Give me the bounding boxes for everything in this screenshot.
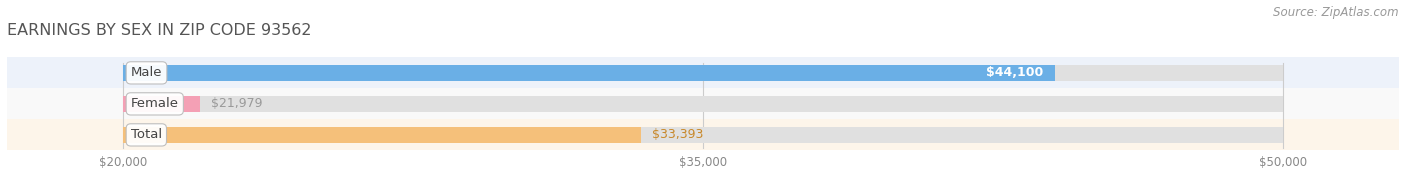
- Bar: [7, 88, 1399, 119]
- Bar: [124, 127, 641, 143]
- Bar: [7, 57, 1399, 88]
- Text: Source: ZipAtlas.com: Source: ZipAtlas.com: [1274, 6, 1399, 19]
- Bar: [124, 65, 1282, 81]
- Bar: [7, 119, 1399, 150]
- Text: EARNINGS BY SEX IN ZIP CODE 93562: EARNINGS BY SEX IN ZIP CODE 93562: [7, 23, 312, 38]
- Text: $21,979: $21,979: [211, 97, 263, 110]
- Text: $44,100: $44,100: [986, 66, 1043, 79]
- Text: Female: Female: [131, 97, 179, 110]
- Bar: [124, 65, 1054, 81]
- Bar: [124, 127, 1282, 143]
- Bar: [124, 96, 200, 112]
- Text: $33,393: $33,393: [652, 128, 704, 141]
- Text: Total: Total: [131, 128, 162, 141]
- Text: Male: Male: [131, 66, 162, 79]
- Bar: [124, 96, 1282, 112]
